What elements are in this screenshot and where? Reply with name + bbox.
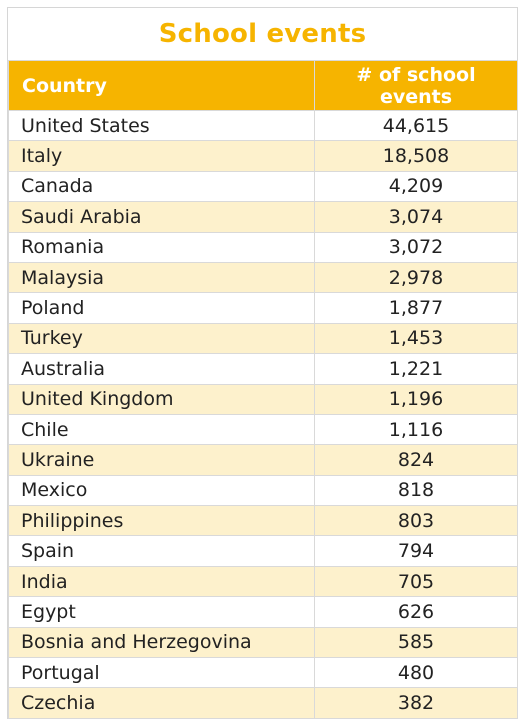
country-cell: United Kingdom [8,383,315,415]
country-cell: Spain [8,535,315,567]
events-count-cell: 3,072 [314,231,518,263]
column-header-events-line1: # of school [356,63,476,86]
country-cell: Chile [8,413,315,446]
country-cell: United States [8,109,315,142]
table-row: India 705 [8,565,518,598]
table-row: Saudi Arabia 3,074 [8,201,518,233]
country-cell: Egypt [8,596,315,628]
table-row: United States 44,615 [8,109,518,142]
country-cell: Philippines [8,505,315,537]
events-count-cell: 585 [314,626,518,659]
country-cell: Malaysia [8,261,315,294]
table-row: Romania 3,072 [8,231,518,263]
country-cell: Poland [8,292,315,324]
table-body: United States 44,615 Italy 18,508 Canada 4,20… [8,109,518,719]
table-row: Egypt 626 [8,596,518,628]
table-row: Australia 1,221 [8,353,518,385]
events-count-cell: 3,074 [314,201,518,233]
table-row: Malaysia 2,978 [8,261,518,294]
country-cell: Saudi Arabia [8,201,315,233]
events-count-cell: 1,196 [314,383,518,415]
country-cell: Portugal [8,657,315,689]
events-count-cell: 1,877 [314,292,518,324]
events-count-cell: 803 [314,505,518,537]
table-row: Poland 1,877 [8,292,518,324]
events-count-cell: 18,508 [314,140,518,172]
table-row: Chile 1,116 [8,413,518,446]
school-events-table: Country # of school events United States 4… [8,60,518,719]
events-count-cell: 824 [314,444,518,476]
country-cell: Canada [8,170,315,203]
events-count-cell: 44,615 [314,109,518,142]
table-card: School events Country # of school events … [7,7,518,719]
table-row: Mexico 818 [8,474,518,507]
table-row: United Kingdom 1,196 [8,383,518,415]
events-count-cell: 382 [314,687,518,719]
country-cell: Turkey [8,322,315,355]
column-header-country: Country [8,60,315,111]
events-count-cell: 1,116 [314,413,518,446]
table-row: Portugal 480 [8,657,518,689]
events-count-cell: 818 [314,474,518,507]
table-row: Ukraine 824 [8,444,518,476]
events-count-cell: 626 [314,596,518,628]
header-row: Country # of school events [8,60,518,111]
country-cell: Romania [8,231,315,263]
events-count-cell: 2,978 [314,261,518,294]
table-row: Philippines 803 [8,505,518,537]
table-row: Czechia 382 [8,687,518,719]
events-count-cell: 4,209 [314,170,518,203]
country-cell: Italy [8,140,315,172]
events-count-cell: 480 [314,657,518,689]
table-row: Bosnia and Herzegovina 585 [8,626,518,659]
country-cell: Australia [8,353,315,385]
events-count-cell: 1,221 [314,353,518,385]
table-row: Spain 794 [8,535,518,567]
events-count-cell: 794 [314,535,518,567]
table-row: Turkey 1,453 [8,322,518,355]
table-row: Italy 18,508 [8,140,518,172]
country-cell: India [8,565,315,598]
country-cell: Ukraine [8,444,315,476]
column-header-events: # of school events [314,60,518,111]
column-header-events-line2: events [379,85,453,108]
events-count-cell: 1,453 [314,322,518,355]
country-cell: Bosnia and Herzegovina [8,626,315,659]
country-cell: Mexico [8,474,315,507]
table-title: School events [158,19,367,49]
table-row: Canada 4,209 [8,170,518,203]
country-cell: Czechia [8,687,315,719]
events-count-cell: 705 [314,565,518,598]
